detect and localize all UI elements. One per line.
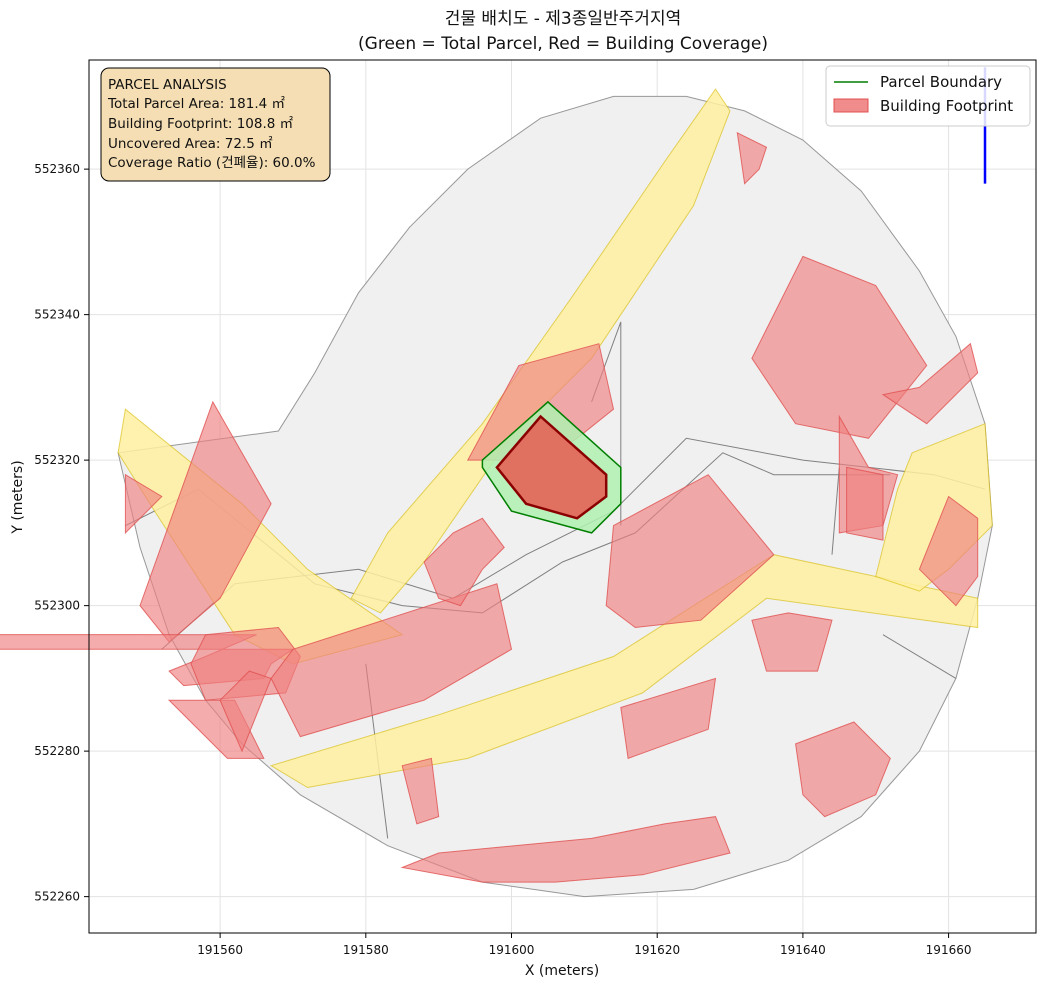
plot-border <box>88 59 1037 934</box>
y-tick-label-3: 552320 <box>34 453 80 467</box>
legend-frame <box>825 65 1031 127</box>
building-footprint-20 <box>736 131 768 185</box>
info-line-footprint: Building Footprint: 108.8 ㎡ <box>108 116 294 132</box>
legend-swatch-building-footprint <box>833 98 869 113</box>
x-tick-label-3: 191620 <box>634 943 680 957</box>
x-tick-label-5: 191660 <box>926 943 972 957</box>
legend-label-building-footprint: Building Footprint <box>880 97 1013 115</box>
y-tick-label-1: 552280 <box>34 744 80 758</box>
chart-title: 건물 배치도 - 제3종일반주거지역 <box>445 9 681 29</box>
parcel-context-line-3 <box>831 467 840 555</box>
y-tick-label-5: 552360 <box>34 162 80 176</box>
building-footprint-13 <box>881 342 979 425</box>
info-line-coverage: Coverage Ratio (건폐율): 60.0% <box>108 155 316 171</box>
info-box-background <box>100 67 331 182</box>
x-tick-label-0: 191560 <box>197 943 243 957</box>
parcel-analysis-box: PARCEL ANALYSIS Total Parcel Area: 181.4… <box>100 67 331 182</box>
plot-area <box>0 59 1037 934</box>
building-footprint-10 <box>605 474 775 629</box>
building-footprint-15 <box>918 495 979 607</box>
info-line-total-area: Total Parcel Area: 181.4 ㎡ <box>107 96 285 112</box>
building-footprint-17 <box>620 677 717 760</box>
building-footprint-18 <box>795 721 891 818</box>
y-tick-label-4: 552340 <box>34 308 80 322</box>
target-building <box>495 414 608 520</box>
chart-subtitle: (Green = Total Parcel, Red = Building Co… <box>358 34 768 54</box>
x-axis-label: X (meters) <box>525 963 599 979</box>
building-footprint-7 <box>401 757 440 825</box>
building-footprint-8 <box>423 517 505 607</box>
info-line-heading: PARCEL ANALYSIS <box>108 77 227 93</box>
x-ticks: 191560 191580 191600 191620 191640 191660 <box>197 933 971 957</box>
building-footprint-16 <box>751 612 833 672</box>
y-tick-label-2: 552300 <box>34 599 80 613</box>
x-tick-label-2: 191600 <box>489 943 535 957</box>
x-tick-label-4: 191640 <box>780 943 826 957</box>
y-axis-label: Y (meters) <box>10 460 26 534</box>
info-line-uncovered: Uncovered Area: 72.5 ㎡ <box>108 136 273 152</box>
building-footprint-14 <box>846 466 884 541</box>
legend: Parcel Boundary Building Footprint <box>825 65 1031 127</box>
building-footprint-19 <box>400 816 731 883</box>
building-footprint-6 <box>270 583 513 738</box>
y-tick-label-0: 552260 <box>34 890 80 904</box>
parcel-context-line-4 <box>882 634 957 679</box>
map-layer <box>0 67 993 898</box>
x-tick-label-1: 191580 <box>343 943 389 957</box>
y-ticks: 552260 552280 552300 552320 552340 552360 <box>34 162 89 904</box>
building-footprint-11 <box>751 255 928 439</box>
legend-label-parcel-boundary: Parcel Boundary <box>880 73 1002 91</box>
building-footprint-0 <box>124 473 163 535</box>
